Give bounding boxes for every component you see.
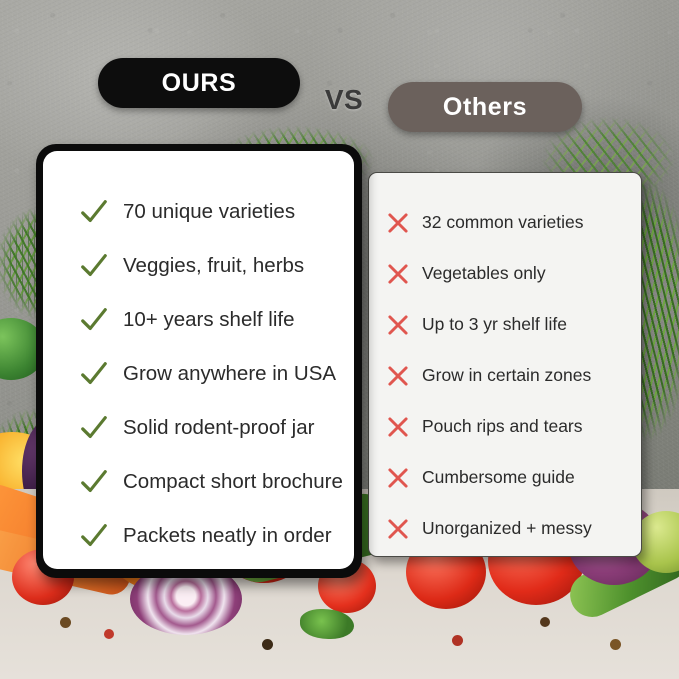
check-icon xyxy=(81,254,107,277)
ours-feature-label: Grow anywhere in USA xyxy=(123,362,337,385)
others-feature-row: Cumbersome guide xyxy=(369,452,641,503)
vs-label: VS xyxy=(324,84,364,115)
others-feature-row: Up to 3 yr shelf life xyxy=(369,299,641,350)
others-feature-row: 32 common varieties xyxy=(369,197,641,248)
cross-icon xyxy=(388,365,408,386)
check-icon xyxy=(81,200,107,223)
others-feature-label: 32 common varieties xyxy=(422,212,584,232)
ours-feature-list: 70 unique varieties Veggies, fruit, herbs… xyxy=(43,185,354,563)
others-feature-row: Grow in certain zones xyxy=(369,350,641,401)
check-icon xyxy=(81,308,107,331)
ours-pill-label: OURS xyxy=(161,68,237,97)
check-icon xyxy=(81,470,107,493)
peppercorn-6 xyxy=(540,617,550,627)
cross-icon xyxy=(388,518,408,539)
parsley-sprig xyxy=(300,609,354,639)
cross-icon xyxy=(388,263,408,284)
others-pill: Others xyxy=(388,82,582,132)
peppercorn-3 xyxy=(262,639,273,650)
ours-feature-row: Grow anywhere in USA xyxy=(43,347,354,401)
others-feature-label: Unorganized + messy xyxy=(422,518,592,538)
ours-feature-label: 10+ years shelf life xyxy=(123,308,295,331)
peppercorn-2 xyxy=(104,629,114,639)
ours-feature-label: Veggies, fruit, herbs xyxy=(123,254,305,277)
others-feature-label: Pouch rips and tears xyxy=(422,416,583,436)
cross-icon xyxy=(388,212,408,233)
others-feature-label: Cumbersome guide xyxy=(422,467,575,487)
check-icon xyxy=(81,362,107,385)
cross-icon xyxy=(388,314,408,335)
ours-feature-row: Solid rodent-proof jar xyxy=(43,401,354,455)
others-feature-row: Unorganized + messy xyxy=(369,503,641,554)
ours-feature-row: Compact short brochure xyxy=(43,455,354,509)
ours-pill: OURS xyxy=(98,58,300,108)
check-icon xyxy=(81,416,107,439)
others-feature-label: Grow in certain zones xyxy=(422,365,592,385)
peppercorn-1 xyxy=(60,617,71,628)
ours-feature-row: Veggies, fruit, herbs xyxy=(43,239,354,293)
ours-feature-row: Packets neatly in order xyxy=(43,509,354,563)
peppercorn-5 xyxy=(452,635,463,646)
ours-card-surface: 70 unique varieties Veggies, fruit, herbs… xyxy=(43,151,354,569)
ours-feature-label: 70 unique varieties xyxy=(123,200,296,223)
ours-feature-row: 70 unique varieties xyxy=(43,185,354,239)
ours-feature-label: Solid rodent-proof jar xyxy=(123,416,315,439)
ours-feature-label: Packets neatly in order xyxy=(123,524,332,547)
cross-icon xyxy=(388,467,408,488)
peppercorn-7 xyxy=(610,639,621,650)
ours-feature-label: Compact short brochure xyxy=(123,470,343,493)
others-feature-row: Vegetables only xyxy=(369,248,641,299)
others-feature-label: Up to 3 yr shelf life xyxy=(422,314,567,334)
cross-icon xyxy=(388,416,408,437)
ours-feature-row: 10+ years shelf life xyxy=(43,293,354,347)
ours-comparison-card: 70 unique varieties Veggies, fruit, herbs… xyxy=(36,144,362,578)
others-pill-label: Others xyxy=(442,92,528,121)
others-feature-row: Pouch rips and tears xyxy=(369,401,641,452)
others-feature-list: 32 common varieties Vegetables only Up to … xyxy=(369,197,641,554)
check-icon xyxy=(81,524,107,547)
others-comparison-card: 32 common varieties Vegetables only Up to … xyxy=(368,172,642,557)
others-feature-label: Vegetables only xyxy=(422,263,546,283)
